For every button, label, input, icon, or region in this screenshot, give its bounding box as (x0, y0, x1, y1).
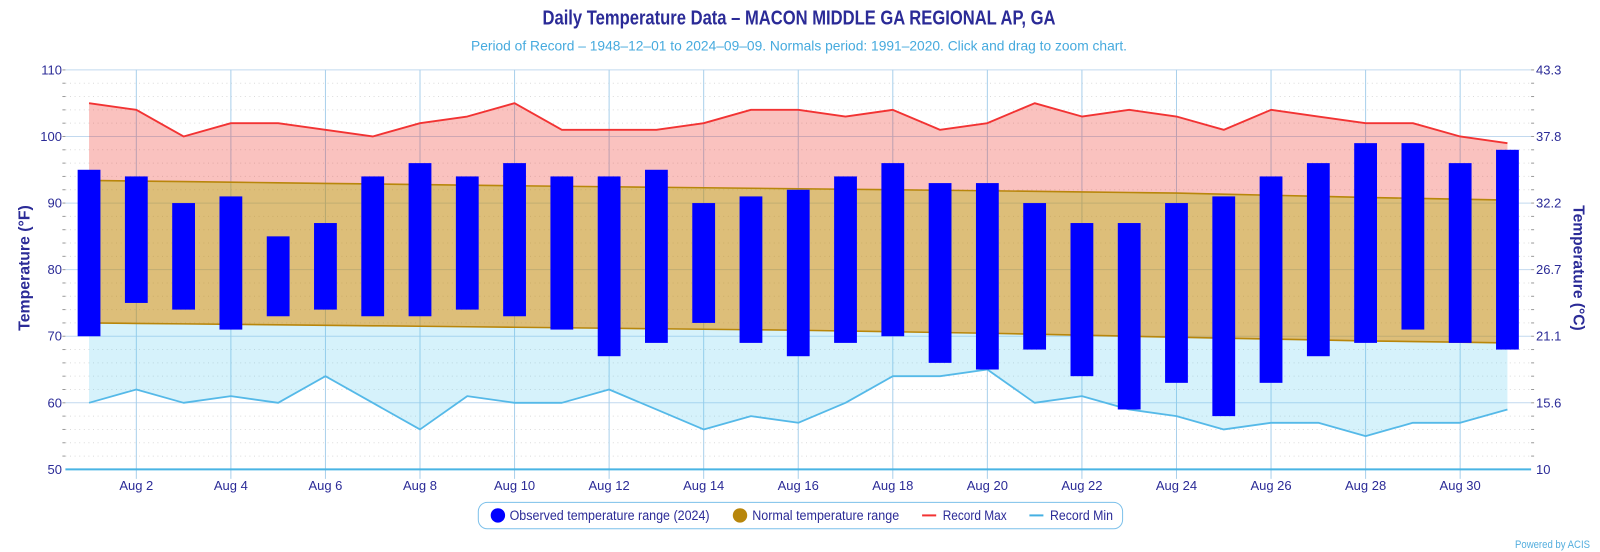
svg-text:Aug 10: Aug 10 (494, 478, 535, 493)
svg-text:Aug 6: Aug 6 (308, 478, 342, 493)
svg-text:Aug 30: Aug 30 (1440, 478, 1481, 493)
svg-text:Aug 12: Aug 12 (589, 478, 630, 493)
svg-text:Aug 24: Aug 24 (1156, 478, 1197, 493)
svg-text:Aug 20: Aug 20 (967, 478, 1008, 493)
svg-text:Aug 14: Aug 14 (683, 478, 724, 493)
svg-text:80: 80 (48, 262, 62, 277)
svg-text:Aug 18: Aug 18 (872, 478, 913, 493)
svg-text:32.2: 32.2 (1536, 196, 1561, 211)
svg-text:Aug 16: Aug 16 (778, 478, 819, 493)
svg-text:26.7: 26.7 (1536, 262, 1561, 277)
svg-text:70: 70 (48, 329, 62, 344)
svg-text:Normal temperature range: Normal temperature range (752, 508, 899, 523)
svg-text:21.1: 21.1 (1536, 329, 1561, 344)
svg-text:15.6: 15.6 (1536, 395, 1561, 410)
svg-text:Period of Record – 1948–12–01: Period of Record – 1948–12–01 to 2024–09… (471, 38, 1127, 54)
svg-text:Aug 2: Aug 2 (119, 478, 153, 493)
svg-text:Daily Temperature Data – MACON: Daily Temperature Data – MACON MIDDLE GA… (543, 8, 1056, 30)
svg-text:50: 50 (48, 462, 62, 477)
svg-text:Temperature (°F): Temperature (°F) (16, 205, 33, 331)
svg-text:Powered by ACIS: Powered by ACIS (1515, 539, 1590, 551)
svg-text:Observed temperature range (20: Observed temperature range (2024) (510, 508, 710, 523)
svg-text:100: 100 (40, 129, 62, 144)
svg-text:Record Min: Record Min (1050, 508, 1113, 523)
svg-text:60: 60 (48, 395, 62, 410)
svg-text:Aug 22: Aug 22 (1061, 478, 1102, 493)
svg-text:37.8: 37.8 (1536, 129, 1561, 144)
svg-text:Aug 4: Aug 4 (214, 478, 248, 493)
svg-text:110: 110 (41, 62, 62, 77)
svg-text:43.3: 43.3 (1536, 62, 1561, 77)
svg-text:Aug 28: Aug 28 (1345, 478, 1386, 493)
svg-text:Record Max: Record Max (943, 508, 1007, 523)
svg-text:Aug 8: Aug 8 (403, 478, 437, 493)
svg-text:Temperature (°C): Temperature (°C) (1569, 205, 1586, 331)
svg-text:10: 10 (1536, 462, 1550, 477)
svg-text:90: 90 (48, 196, 62, 211)
svg-text:Aug 26: Aug 26 (1250, 478, 1291, 493)
